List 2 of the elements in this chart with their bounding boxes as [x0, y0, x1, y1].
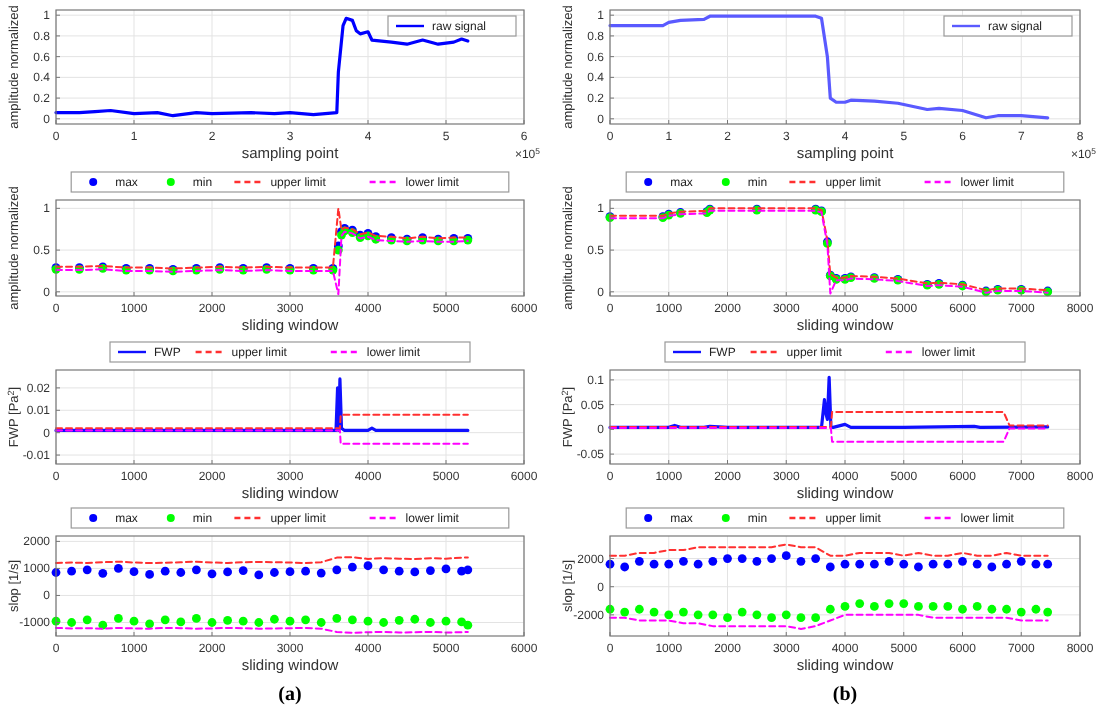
text: (a)	[278, 684, 302, 706]
text: (b)	[832, 684, 858, 706]
